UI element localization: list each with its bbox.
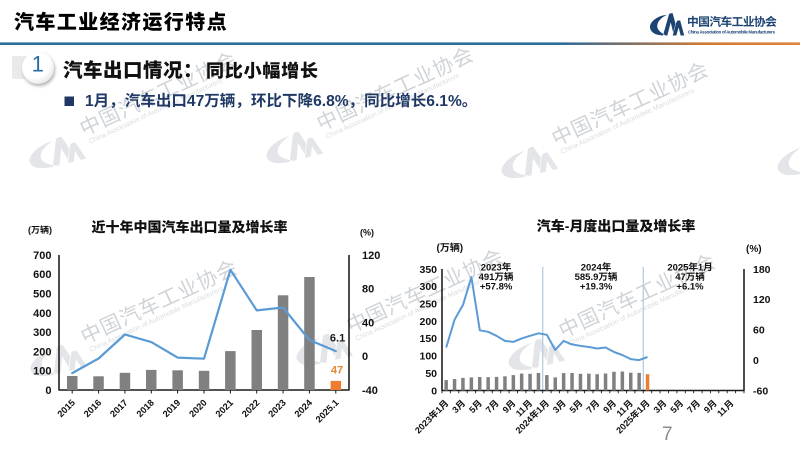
svg-text:250: 250 bbox=[420, 299, 438, 311]
svg-text:0: 0 bbox=[431, 385, 437, 397]
svg-text:47: 47 bbox=[331, 365, 343, 377]
svg-text:9: 9 bbox=[601, 404, 612, 415]
svg-text:0: 0 bbox=[362, 351, 368, 363]
svg-text:120: 120 bbox=[753, 294, 771, 306]
svg-text:100: 100 bbox=[420, 351, 438, 363]
svg-text:(: ( bbox=[437, 243, 441, 254]
svg-text:40: 40 bbox=[362, 317, 374, 329]
svg-text:5: 5 bbox=[467, 404, 478, 415]
svg-text:400: 400 bbox=[33, 308, 51, 320]
svg-text:1: 1 bbox=[85, 93, 94, 110]
svg-text:0: 0 bbox=[753, 355, 759, 367]
svg-text:300: 300 bbox=[33, 327, 51, 339]
svg-text:6.8%: 6.8% bbox=[313, 93, 349, 110]
svg-text:1: 1 bbox=[698, 262, 704, 273]
svg-text:2025: 2025 bbox=[667, 262, 689, 273]
svg-text:3: 3 bbox=[450, 404, 461, 415]
svg-text:50: 50 bbox=[425, 368, 437, 380]
svg-text:7: 7 bbox=[584, 404, 595, 415]
svg-text:1: 1 bbox=[32, 52, 44, 77]
svg-text:0: 0 bbox=[45, 385, 51, 397]
svg-text:180: 180 bbox=[753, 264, 771, 276]
svg-text:1: 1 bbox=[433, 404, 444, 415]
svg-text:6.1%: 6.1% bbox=[426, 93, 462, 110]
svg-text:+19.3%: +19.3% bbox=[580, 282, 613, 293]
svg-text:1: 1 bbox=[534, 404, 545, 415]
svg-text:200: 200 bbox=[420, 316, 438, 328]
svg-text:(: ( bbox=[28, 225, 31, 235]
svg-text:2023: 2023 bbox=[481, 262, 502, 273]
svg-text:1: 1 bbox=[635, 404, 646, 415]
svg-text:2024: 2024 bbox=[581, 262, 603, 273]
svg-text:6.1: 6.1 bbox=[330, 333, 345, 345]
svg-text:3: 3 bbox=[652, 404, 663, 415]
svg-text:(%): (%) bbox=[360, 228, 374, 238]
svg-text:-60: -60 bbox=[753, 385, 768, 397]
svg-text:200: 200 bbox=[33, 346, 51, 358]
svg-text:350: 350 bbox=[420, 264, 438, 276]
svg-text:150: 150 bbox=[420, 333, 438, 345]
svg-text:5: 5 bbox=[568, 404, 579, 415]
svg-text:120: 120 bbox=[362, 250, 380, 262]
svg-text:47: 47 bbox=[675, 272, 686, 283]
svg-text:80: 80 bbox=[362, 284, 374, 296]
svg-text:3: 3 bbox=[551, 404, 562, 415]
svg-text:): ) bbox=[460, 243, 463, 254]
svg-text:47: 47 bbox=[187, 93, 204, 110]
svg-text:7: 7 bbox=[685, 404, 696, 415]
svg-text:+57.8%: +57.8% bbox=[480, 282, 513, 293]
svg-text:60: 60 bbox=[753, 325, 765, 337]
svg-text:-40: -40 bbox=[362, 385, 378, 397]
svg-text:585.9: 585.9 bbox=[575, 272, 599, 283]
svg-text:-: - bbox=[565, 218, 570, 234]
svg-text:700: 700 bbox=[33, 250, 51, 262]
svg-text:9: 9 bbox=[501, 404, 512, 415]
svg-text:): ) bbox=[49, 225, 52, 235]
svg-text:China Association of Automobil: China Association of Automobile Manufact… bbox=[688, 30, 776, 35]
svg-text:491: 491 bbox=[479, 272, 496, 283]
svg-text:+6.1%: +6.1% bbox=[676, 282, 704, 293]
svg-text:600: 600 bbox=[33, 269, 51, 281]
svg-text:100: 100 bbox=[33, 366, 51, 378]
svg-text:300: 300 bbox=[420, 281, 438, 293]
svg-text:7: 7 bbox=[662, 424, 673, 445]
svg-text:9: 9 bbox=[702, 404, 713, 415]
svg-text:7: 7 bbox=[484, 404, 495, 415]
svg-text:5: 5 bbox=[668, 404, 679, 415]
svg-text:500: 500 bbox=[33, 289, 51, 301]
svg-text:(%): (%) bbox=[746, 244, 762, 255]
